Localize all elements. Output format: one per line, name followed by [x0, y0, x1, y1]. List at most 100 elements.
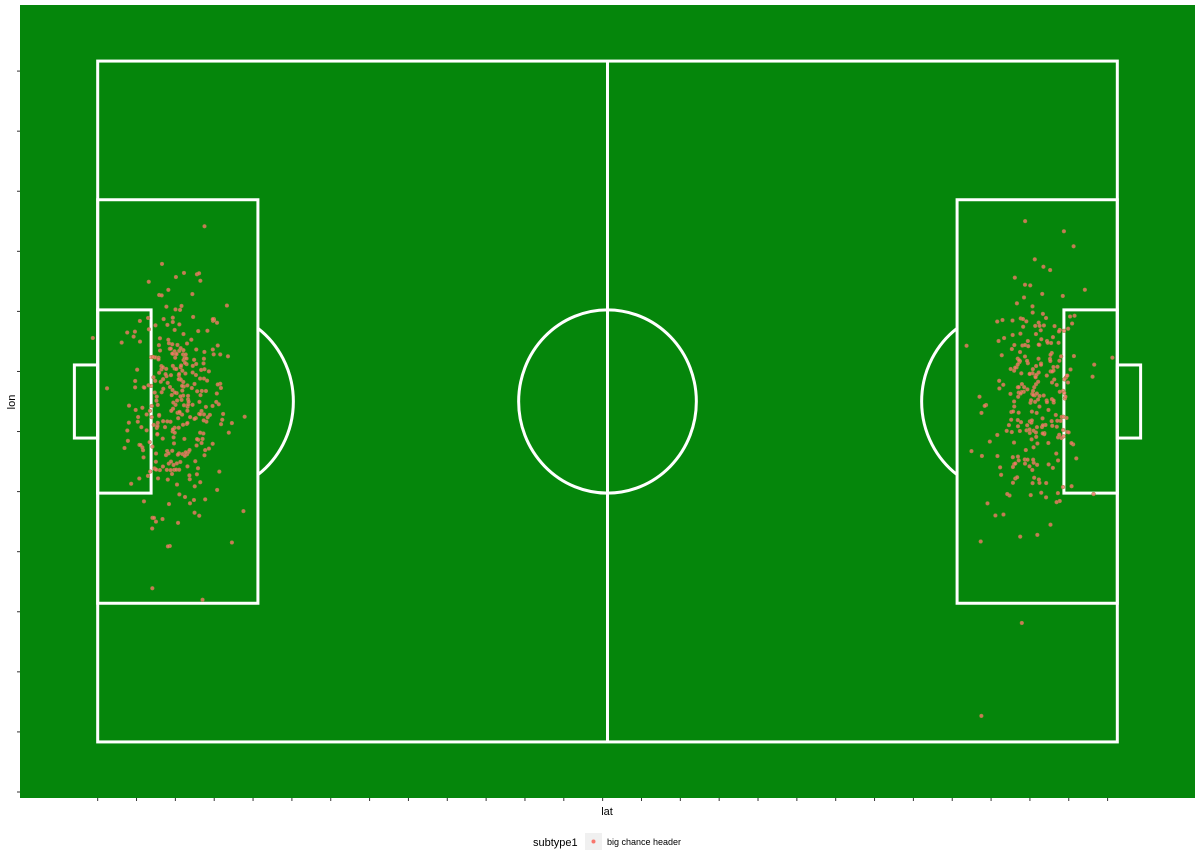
data-point [1020, 316, 1026, 322]
data-point [977, 394, 982, 399]
data-point [153, 451, 159, 456]
data-point [969, 448, 974, 454]
data-point [1052, 323, 1057, 329]
data-point [140, 445, 145, 450]
data-point [165, 419, 170, 424]
data-point [196, 271, 202, 276]
data-point [1033, 331, 1039, 337]
data-point [202, 453, 207, 458]
data-point [1044, 480, 1049, 486]
data-point [1055, 364, 1060, 369]
data-point [163, 452, 169, 458]
data-point [1037, 404, 1042, 409]
data-point [1029, 409, 1035, 414]
data-point [224, 303, 230, 308]
data-point [179, 303, 184, 309]
data-point [197, 513, 202, 518]
data-point [1019, 620, 1024, 626]
data-point [1034, 410, 1039, 416]
data-point [137, 476, 142, 481]
data-point [1060, 293, 1065, 299]
data-point [241, 508, 246, 514]
data-point [192, 416, 197, 422]
data-point [1009, 346, 1014, 352]
data-point [1043, 495, 1049, 500]
data-point [132, 329, 138, 334]
data-point [211, 352, 216, 357]
data-point [119, 340, 124, 345]
data-point [201, 412, 207, 417]
data-point [993, 513, 998, 518]
data-point [132, 385, 138, 390]
data-point [160, 365, 166, 370]
data-point [137, 339, 143, 344]
data-point [1016, 458, 1021, 463]
data-point [146, 327, 152, 332]
data-point [185, 464, 190, 469]
data-point [214, 399, 219, 405]
data-point [163, 371, 168, 377]
data-point [1034, 425, 1040, 430]
data-point [1011, 440, 1017, 445]
data-point [1010, 464, 1016, 470]
data-point [206, 369, 212, 374]
data-point [152, 390, 157, 395]
data-point [187, 477, 192, 482]
data-point [1018, 391, 1023, 396]
data-point [164, 366, 169, 372]
data-point [203, 497, 208, 502]
data-point [173, 355, 178, 360]
data-point [1030, 480, 1035, 486]
data-point [1022, 282, 1028, 287]
data-point [1000, 317, 1005, 323]
data-point [1033, 430, 1039, 435]
data-point [161, 316, 166, 322]
data-point [186, 399, 191, 404]
data-point [165, 322, 170, 328]
data-point [1056, 340, 1061, 345]
data-point [175, 520, 181, 525]
data-point [182, 360, 188, 366]
data-point [210, 317, 215, 322]
data-point [181, 270, 187, 276]
data-point [1033, 363, 1039, 369]
data-point [194, 436, 200, 442]
data-point [1068, 367, 1073, 372]
data-point [137, 318, 143, 324]
data-point [165, 544, 171, 549]
data-point [218, 422, 224, 427]
data-point [225, 354, 231, 359]
data-point [160, 464, 166, 469]
data-point [181, 403, 187, 408]
legend-entry-label: big chance header [607, 837, 681, 847]
data-point [155, 423, 160, 429]
data-point [1022, 354, 1028, 359]
data-point [177, 307, 183, 313]
data-point [155, 476, 161, 481]
data-point [979, 713, 984, 719]
data-point [1030, 304, 1035, 309]
data-point [180, 422, 186, 427]
data-point [183, 371, 188, 376]
data-point [1050, 369, 1055, 374]
penalty-arc-right [920, 327, 959, 476]
data-point [178, 363, 184, 368]
data-point [1034, 391, 1039, 396]
data-point [169, 471, 175, 477]
data-point [172, 327, 177, 333]
data-point [1035, 379, 1041, 384]
data-point [125, 428, 130, 433]
data-point [178, 377, 183, 382]
data-point [1050, 423, 1055, 428]
data-point [1036, 342, 1041, 347]
data-point [220, 411, 226, 417]
data-point [1092, 362, 1097, 367]
data-point [1010, 455, 1015, 460]
data-point [1027, 427, 1032, 432]
data-point [1045, 340, 1050, 345]
data-point [150, 444, 155, 449]
data-point [1012, 342, 1017, 348]
data-point [997, 386, 1002, 391]
data-point [201, 361, 206, 366]
data-point [1018, 420, 1024, 425]
